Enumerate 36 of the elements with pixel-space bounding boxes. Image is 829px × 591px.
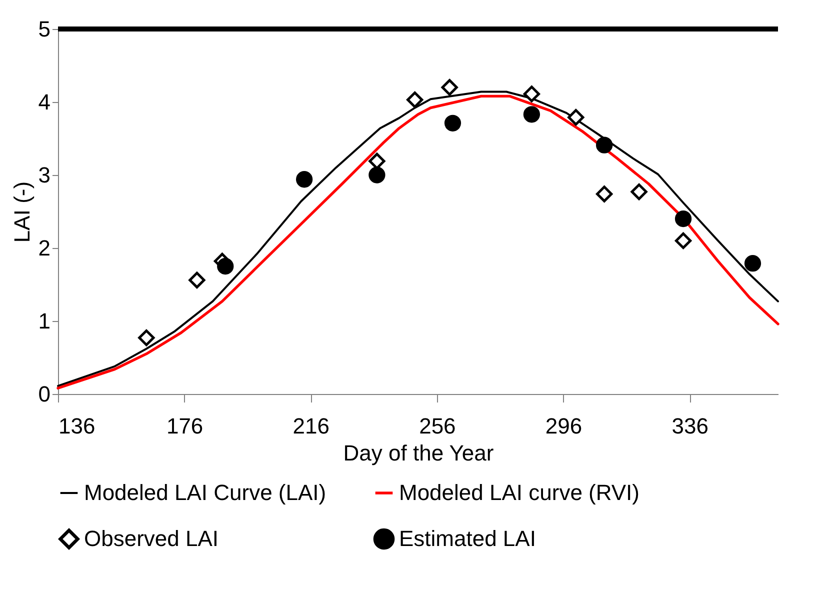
point <box>217 258 234 275</box>
y-tick-label: 5 <box>38 16 50 42</box>
point <box>444 114 462 132</box>
point <box>368 166 386 184</box>
x-tick-label: 256 <box>419 414 456 438</box>
y-tick-label: 3 <box>38 162 50 188</box>
point <box>138 329 155 346</box>
y-axis-title: LAI (-) <box>9 181 34 243</box>
point <box>568 109 584 126</box>
y-tick-label: 1 <box>38 308 50 334</box>
y-tick-label: 4 <box>38 90 50 114</box>
legend-label: Observed LAI <box>84 526 219 551</box>
point <box>368 152 386 170</box>
point <box>523 106 540 123</box>
point <box>188 272 206 288</box>
legend-label: Modeled LAI curve (RVI) <box>399 480 640 505</box>
point <box>523 86 540 102</box>
point <box>296 171 313 188</box>
x-axis-title: Day of the Year <box>343 440 494 466</box>
point <box>674 232 692 250</box>
y-tick-label: 2 <box>38 236 50 260</box>
point <box>596 186 613 202</box>
x-tick-label: 216 <box>292 414 330 438</box>
x-tick-label: 296 <box>545 414 582 438</box>
x-tick-label: 336 <box>672 414 708 438</box>
point <box>596 136 613 154</box>
point <box>406 91 424 108</box>
point <box>674 210 692 228</box>
x-tick-label: 176 <box>166 414 204 438</box>
legend-label: Modeled LAI Curve (LAI) <box>84 480 326 505</box>
point <box>744 255 762 272</box>
legend-label: Estimated LAI <box>399 526 536 551</box>
point <box>441 79 458 96</box>
x-tick-label: 136 <box>58 414 96 438</box>
point <box>630 183 648 200</box>
y-tick-label: 0 <box>38 382 50 406</box>
